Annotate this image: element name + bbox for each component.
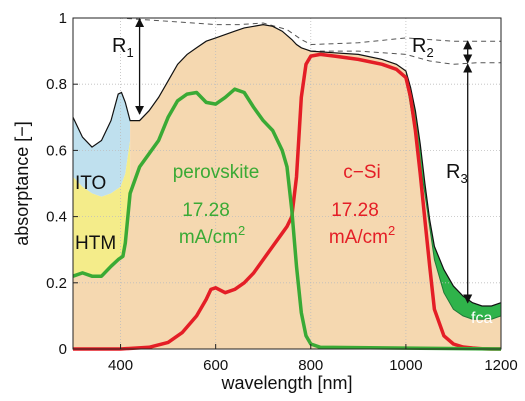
- r1-subscript: 1: [126, 45, 133, 60]
- grid-lines: [73, 18, 501, 349]
- y-axis-ticks: 0 0.2 0.4 0.6 0.8 1: [46, 10, 78, 358]
- r1-letter: R: [112, 35, 126, 57]
- perovskite-unit-text: mA/cm: [179, 227, 238, 248]
- csi-unit-superscript: 2: [388, 223, 395, 238]
- r3-label: R3: [446, 161, 468, 186]
- r2-label: R2: [412, 35, 434, 60]
- perovskite-current-value: 17.28: [182, 200, 230, 221]
- r2-subscript: 2: [426, 45, 433, 60]
- r3-letter: R: [446, 161, 460, 183]
- annotation-labels: R1 R2 R3 ITO HTM fca perovskite 17.28 mA…: [75, 35, 492, 327]
- csi-current-value: 17.28: [331, 200, 379, 221]
- x-axis-label: wavelength [nm]: [220, 373, 352, 393]
- y-axis-label: absorptance [−]: [12, 121, 32, 246]
- htm-absorption-area: [73, 140, 131, 277]
- r2-letter: R: [412, 35, 426, 57]
- csi-line: [73, 52, 501, 351]
- csi-label: c−Si: [343, 162, 381, 183]
- r3-subscript: 3: [460, 171, 467, 186]
- x-tick-label: 400: [108, 357, 133, 374]
- absorptance-areas: [73, 24, 501, 349]
- htm-label: HTM: [75, 233, 116, 254]
- csi-unit-text: mA/cm: [329, 227, 388, 248]
- fca-line: [405, 77, 502, 320]
- x-tick-label: 1200: [484, 357, 517, 374]
- parasitic-absorption-area: [73, 24, 501, 349]
- y-tick-label: 0.8: [46, 76, 67, 93]
- r1-label: R1: [112, 35, 134, 60]
- y-tick-label: 0: [59, 341, 67, 358]
- y-tick-label: 0.6: [46, 142, 67, 159]
- y-tick-label: 1: [59, 10, 67, 27]
- x-tick-label: 800: [298, 357, 323, 374]
- total-absorptance-line: [72, 23, 502, 307]
- perovskite-unit-superscript: 2: [238, 223, 245, 238]
- rear-reflection-dashed-line: [310, 50, 501, 65]
- ito-absorption-area: [73, 92, 131, 197]
- x-tick-label: 1000: [389, 357, 422, 374]
- y-tick-label: 0.2: [46, 275, 67, 292]
- perovskite-line: [72, 87, 502, 351]
- perovskite-current-unit: mA/cm2: [179, 223, 245, 248]
- plot-frame: [72, 17, 502, 350]
- x-tick-label: 600: [203, 357, 228, 374]
- csi-current-unit: mA/cm2: [329, 223, 395, 248]
- perovskite-label: perovskite: [173, 162, 260, 183]
- series-lines: [72, 17, 502, 351]
- reflection-arrows: [135, 18, 473, 304]
- ito-label: ITO: [75, 173, 106, 194]
- fca-label: fca: [471, 310, 492, 327]
- y-tick-label: 0.4: [46, 209, 67, 226]
- x-axis-ticks: 400 600 800 1000 1200: [108, 344, 518, 374]
